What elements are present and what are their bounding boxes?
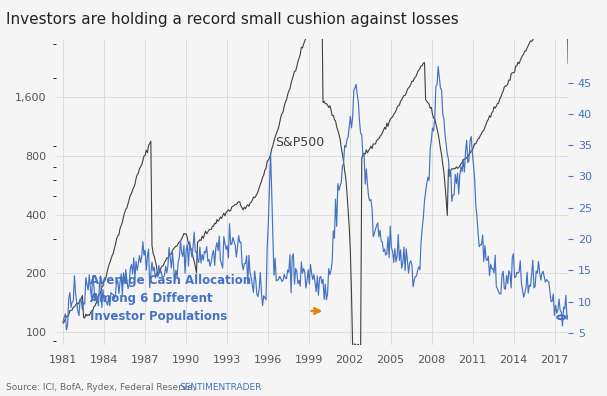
Text: S&P500: S&P500 [274,136,324,149]
Text: SENTIMENTRADER: SENTIMENTRADER [179,383,262,392]
Text: Average Cash Allocation
Among 6 Different
Investor Populations: Average Cash Allocation Among 6 Differen… [90,274,251,323]
Text: Investors are holding a record small cushion against losses: Investors are holding a record small cus… [6,12,459,27]
Text: Source: ICI, BofA, Rydex, Federal Reserve,: Source: ICI, BofA, Rydex, Federal Reserv… [6,383,198,392]
